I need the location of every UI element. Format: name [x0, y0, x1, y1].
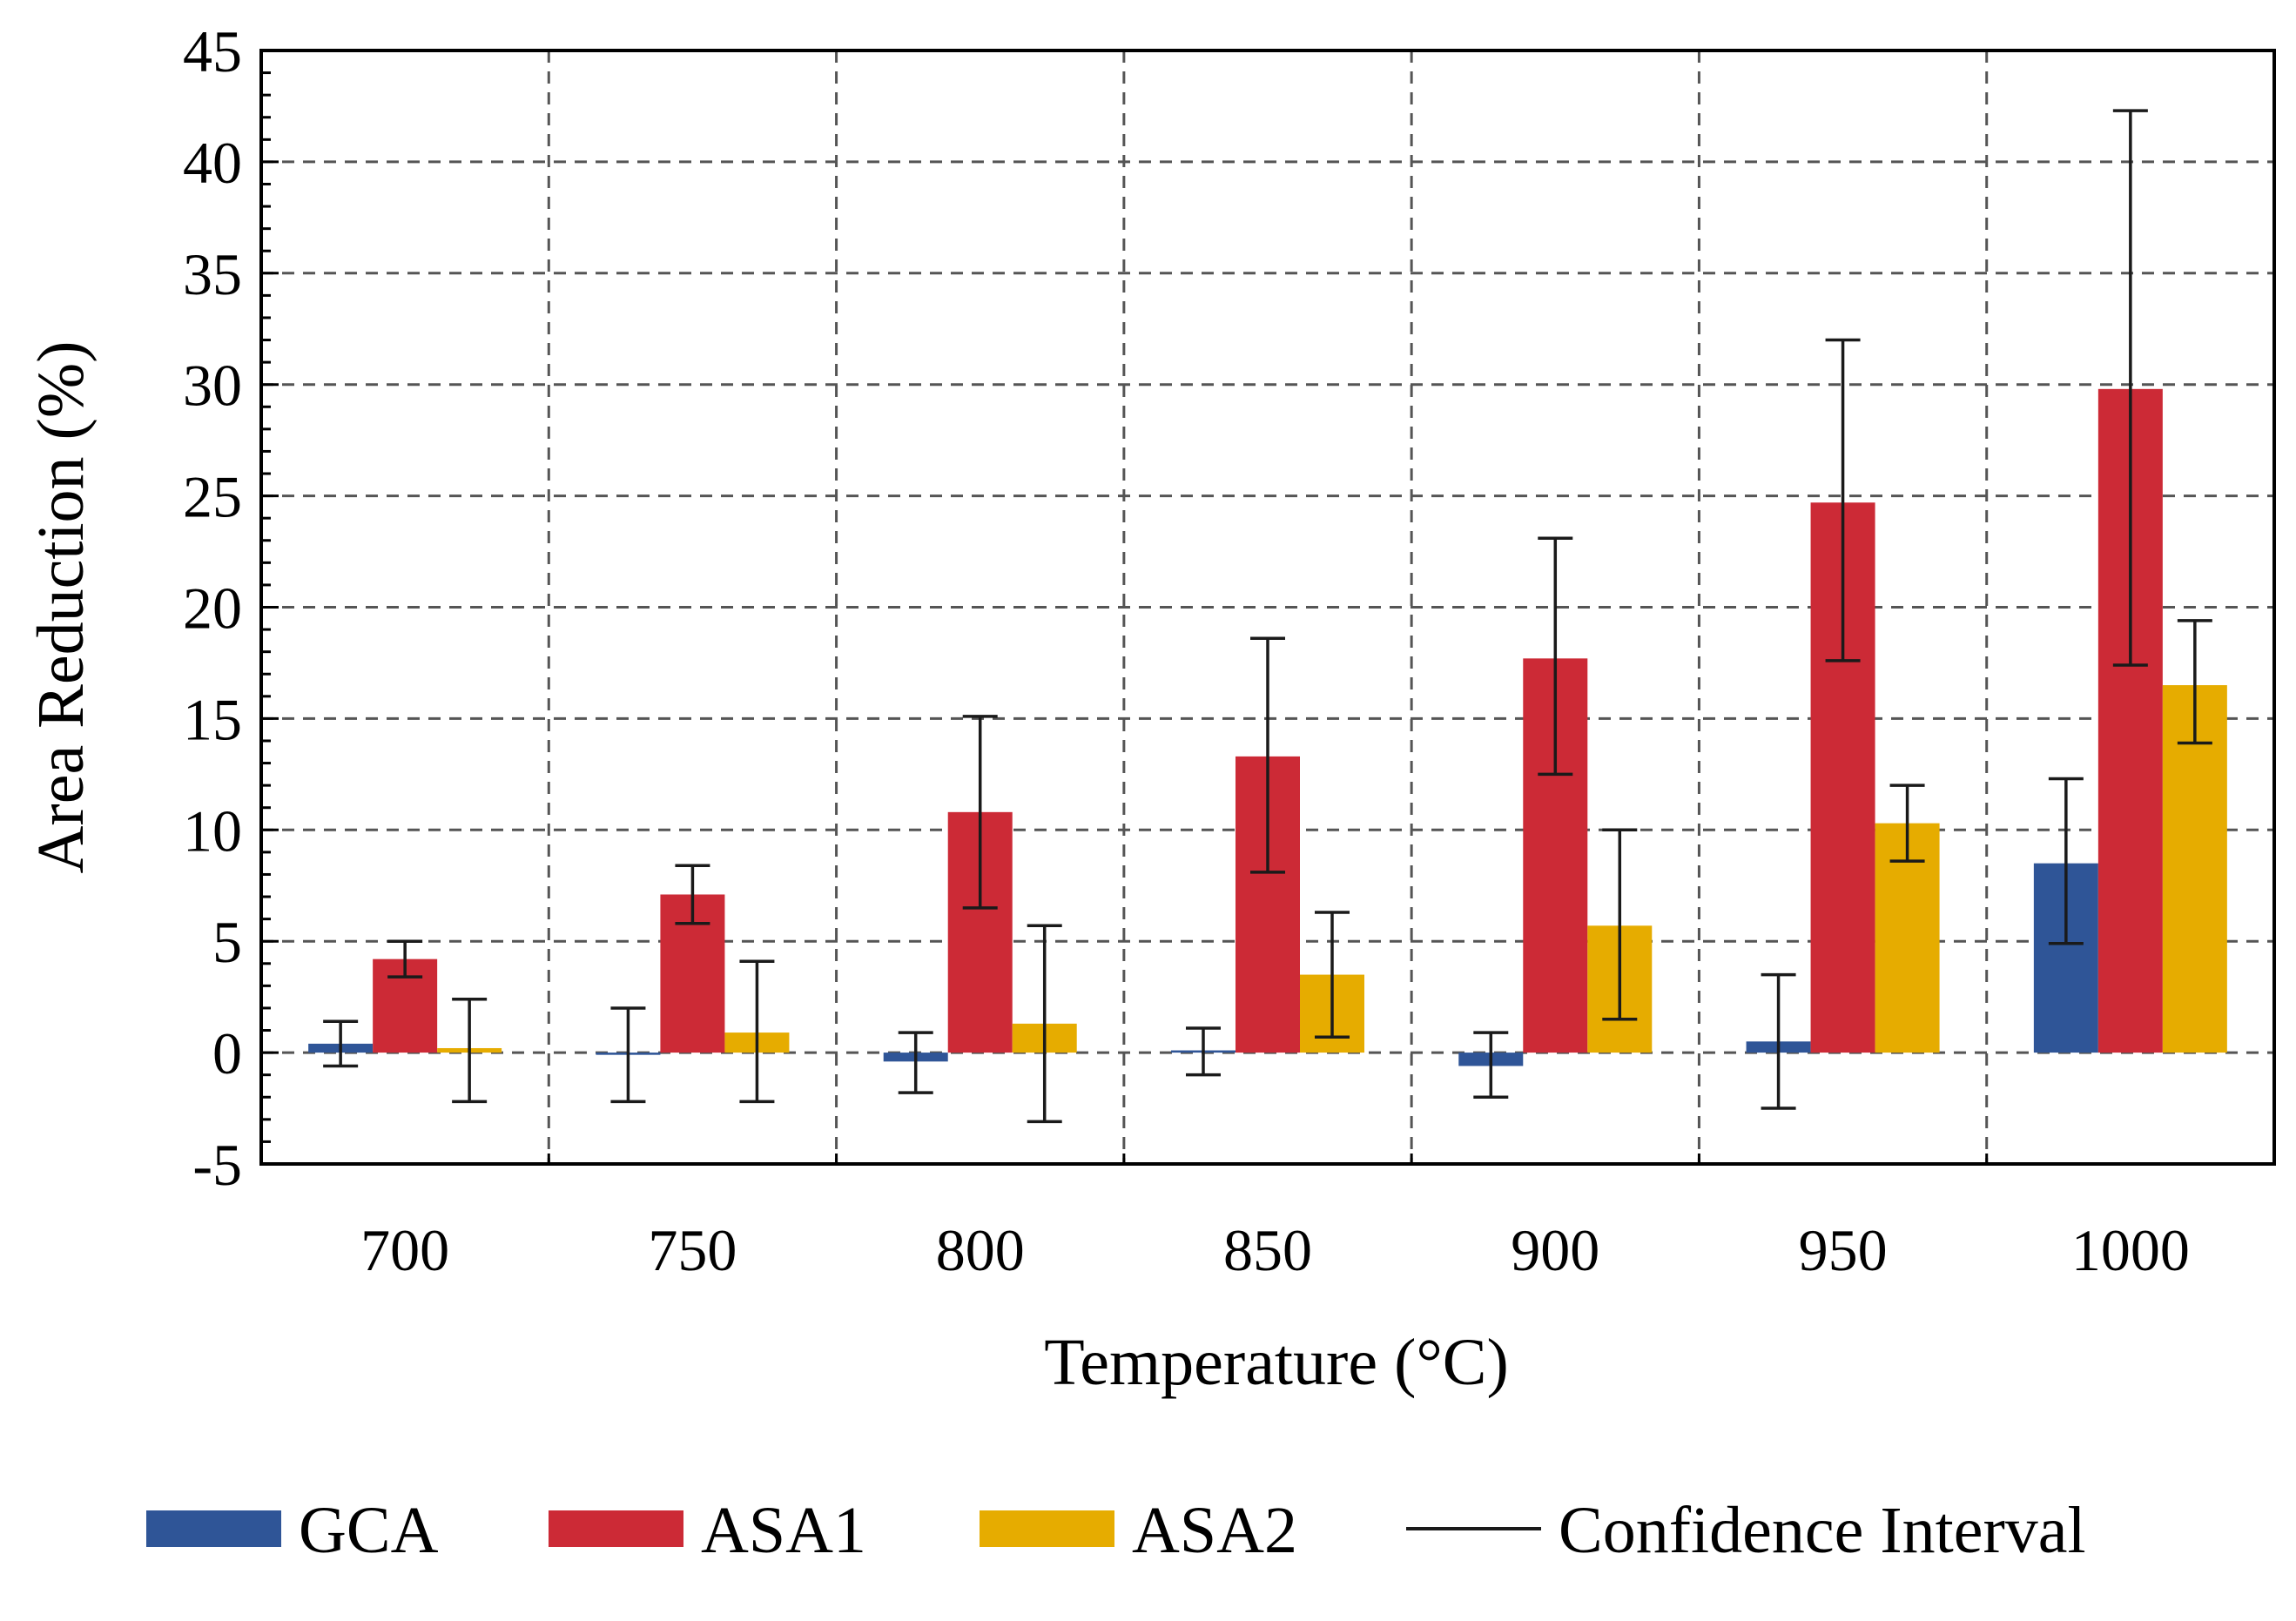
bar-asa2-1000	[2162, 685, 2227, 1053]
y-tick-label-0: 0	[212, 1020, 242, 1086]
error-bar-gca-800	[898, 1031, 933, 1094]
error-bar-asa1-750	[675, 864, 710, 925]
error-bar-asa1-900	[1538, 536, 1573, 777]
x-tick-label-1000: 1000	[2071, 1217, 2190, 1283]
error-bars-layer	[323, 109, 2212, 1124]
error-bar-gca-950	[1761, 972, 1796, 1110]
legend: GCA ASA1 ASA2 Confidence Interval	[146, 1494, 2086, 1567]
x-tick-label-900: 900	[1511, 1217, 1599, 1283]
y-tick-label--5: -5	[192, 1132, 242, 1198]
x-axis-label: Temperature (°C)	[1044, 1326, 1509, 1399]
error-bar-asa2-700	[452, 997, 488, 1104]
y-tick-label-10: 10	[183, 797, 242, 864]
error-bar-asa1-1000	[2112, 109, 2148, 667]
error-bar-gca-700	[323, 1019, 359, 1068]
error-bar-asa2-1000	[2177, 619, 2212, 745]
x-tick-label-700: 700	[360, 1217, 449, 1283]
error-bar-asa1-950	[1825, 338, 1861, 663]
x-tick-label-950: 950	[1799, 1217, 1888, 1283]
legend-label: GCA	[299, 1494, 439, 1567]
legend-label: Confidence Interval	[1559, 1494, 2086, 1567]
y-tick-label-25: 25	[183, 464, 242, 530]
y-tick-label-20: 20	[183, 575, 242, 642]
error-bar-asa2-800	[1027, 924, 1062, 1124]
error-bar-asa2-900	[1602, 828, 1638, 1021]
y-tick-label-15: 15	[183, 686, 242, 752]
legend-item-gca: GCA	[146, 1494, 439, 1567]
legend-item-asa1: ASA1	[549, 1494, 866, 1567]
legend-item-confidence-interval: Confidence Interval	[1406, 1494, 2086, 1567]
error-bar-gca-750	[610, 1006, 646, 1104]
x-tick-label-850: 850	[1223, 1217, 1312, 1283]
x-tick-label-800: 800	[936, 1217, 1025, 1283]
grid-layer	[261, 50, 2274, 1164]
y-axis-label: Area Reduction (%)	[24, 341, 98, 874]
error-bar-asa1-850	[1250, 636, 1285, 874]
legend-label: ASA1	[701, 1494, 866, 1567]
error-bar-gca-900	[1473, 1031, 1509, 1100]
x-tick-label-750: 750	[648, 1217, 737, 1283]
legend-item-asa2: ASA2	[980, 1494, 1297, 1567]
y-tick-label-40: 40	[183, 130, 242, 196]
ticks-layer: -5 0 5 10 15 20 25 30 35 40 45 700 750 800 850 900 950 10…	[183, 18, 2190, 1283]
legend-swatch-gca	[146, 1510, 281, 1547]
error-bar-gca-1000	[2048, 777, 2084, 945]
legend-swatch-asa2	[980, 1510, 1114, 1547]
error-bar-asa1-700	[387, 939, 423, 979]
y-tick-label-35: 35	[183, 241, 242, 307]
error-bar-asa2-750	[739, 959, 775, 1104]
y-tick-label-5: 5	[212, 909, 242, 975]
y-tick-label-45: 45	[183, 18, 242, 84]
legend-swatch-asa1	[549, 1510, 683, 1547]
error-bar-asa2-850	[1315, 911, 1350, 1039]
error-bar-gca-850	[1186, 1026, 1221, 1077]
error-bar-asa1-800	[962, 715, 998, 910]
y-tick-label-30: 30	[183, 353, 242, 419]
error-bar-asa2-950	[1889, 784, 1925, 863]
legend-label: ASA2	[1132, 1494, 1297, 1567]
